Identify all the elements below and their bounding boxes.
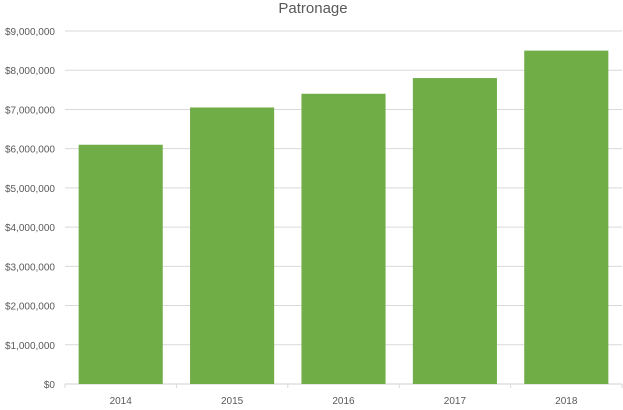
y-tick-label: $9,000,000 (5, 27, 55, 38)
y-tick-label: $6,000,000 (5, 145, 55, 156)
bar-2016 (301, 93, 386, 384)
bar-2017 (412, 78, 497, 385)
y-axis-tick-labels: $0 $1,000,000 $2,000,000 $3,000,000 $4,000,0… (5, 27, 55, 391)
y-tick-label: $4,000,000 (5, 223, 55, 234)
chart-title: Patronage (278, 0, 347, 17)
bars (78, 50, 609, 385)
bar-2018 (524, 50, 609, 384)
y-tick-label: $8,000,000 (5, 66, 55, 77)
x-tick-label: 2017 (444, 396, 467, 405)
x-tick-label: 2016 (332, 396, 355, 405)
x-tick-label: 2015 (221, 396, 244, 405)
y-tick-label: $3,000,000 (5, 262, 55, 273)
bar-2015 (190, 107, 275, 384)
y-tick-label: $2,000,000 (5, 302, 55, 313)
y-tick-label: $1,000,000 (5, 341, 55, 352)
y-tick-label: $5,000,000 (5, 184, 55, 195)
x-tick-label: 2014 (110, 396, 133, 405)
y-tick-label: $7,000,000 (5, 105, 55, 116)
x-axis-tick-labels: 2014 2015 2016 2017 2018 (110, 396, 578, 407)
x-tick-label: 2018 (555, 396, 578, 405)
y-tick-label: $0 (44, 380, 56, 391)
bar-2014 (78, 144, 163, 384)
